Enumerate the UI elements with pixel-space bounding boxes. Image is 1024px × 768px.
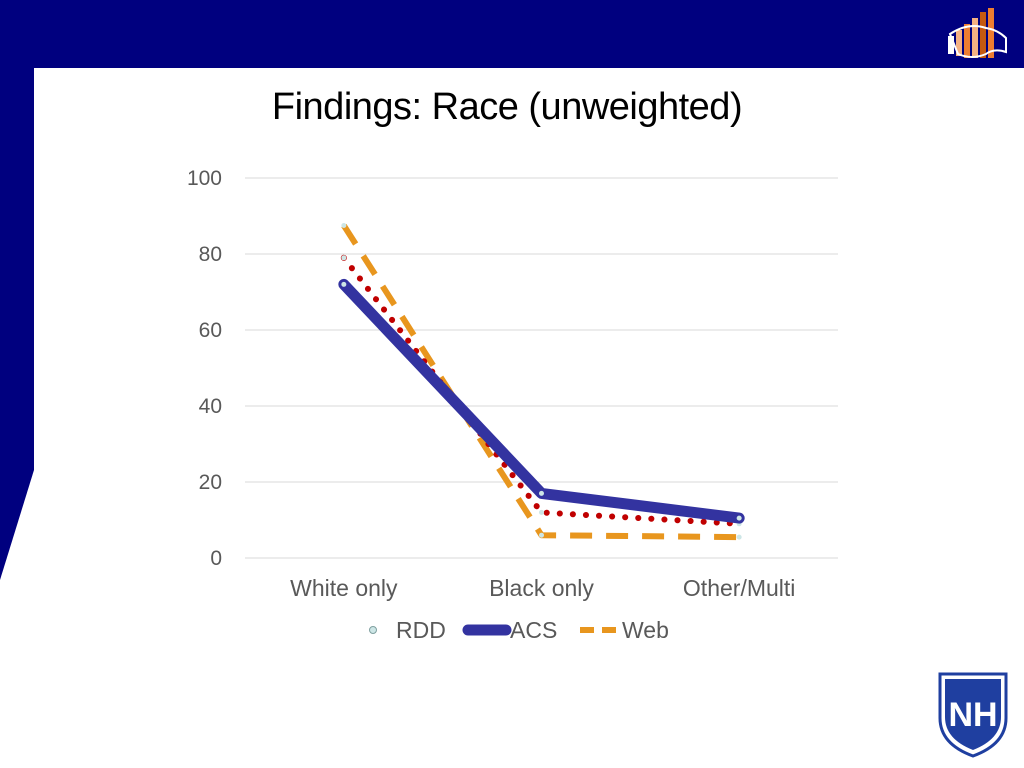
y-tick-label: 60 <box>199 319 222 342</box>
y-tick-label: 80 <box>199 243 222 266</box>
bar-chart-map-logo-icon <box>948 8 1007 58</box>
slide-title: Findings: Race (unweighted) <box>271 86 743 128</box>
x-category-label: Black only <box>489 575 594 601</box>
legend-label-acs: ACS <box>510 617 557 643</box>
data-point-acs <box>539 490 544 496</box>
data-point-web <box>736 534 742 540</box>
left-banner-wedge <box>0 470 34 580</box>
top-banner <box>0 0 1024 68</box>
left-banner <box>0 68 34 470</box>
data-point-web <box>341 223 347 228</box>
legend-label-rdd: RDD <box>396 617 446 643</box>
unh-crest-icon: NH <box>938 672 1008 758</box>
y-tick-label: 40 <box>199 395 222 418</box>
legend-swatch-rdd <box>369 626 377 634</box>
crest-text: NH <box>948 696 997 734</box>
series-line-rdd <box>340 254 743 527</box>
data-point-rdd <box>341 255 347 261</box>
y-tick-label: 20 <box>199 471 222 494</box>
data-point-rdd <box>539 509 544 515</box>
legend-label-web: Web <box>622 617 669 643</box>
data-point-acs <box>736 515 742 521</box>
data-point-web <box>539 532 544 538</box>
data-point-acs <box>341 281 347 287</box>
y-tick-label: 0 <box>210 547 222 570</box>
y-tick-label: 100 <box>187 167 222 190</box>
x-category-label: White only <box>290 575 398 601</box>
x-category-label: Other/Multi <box>683 575 795 601</box>
